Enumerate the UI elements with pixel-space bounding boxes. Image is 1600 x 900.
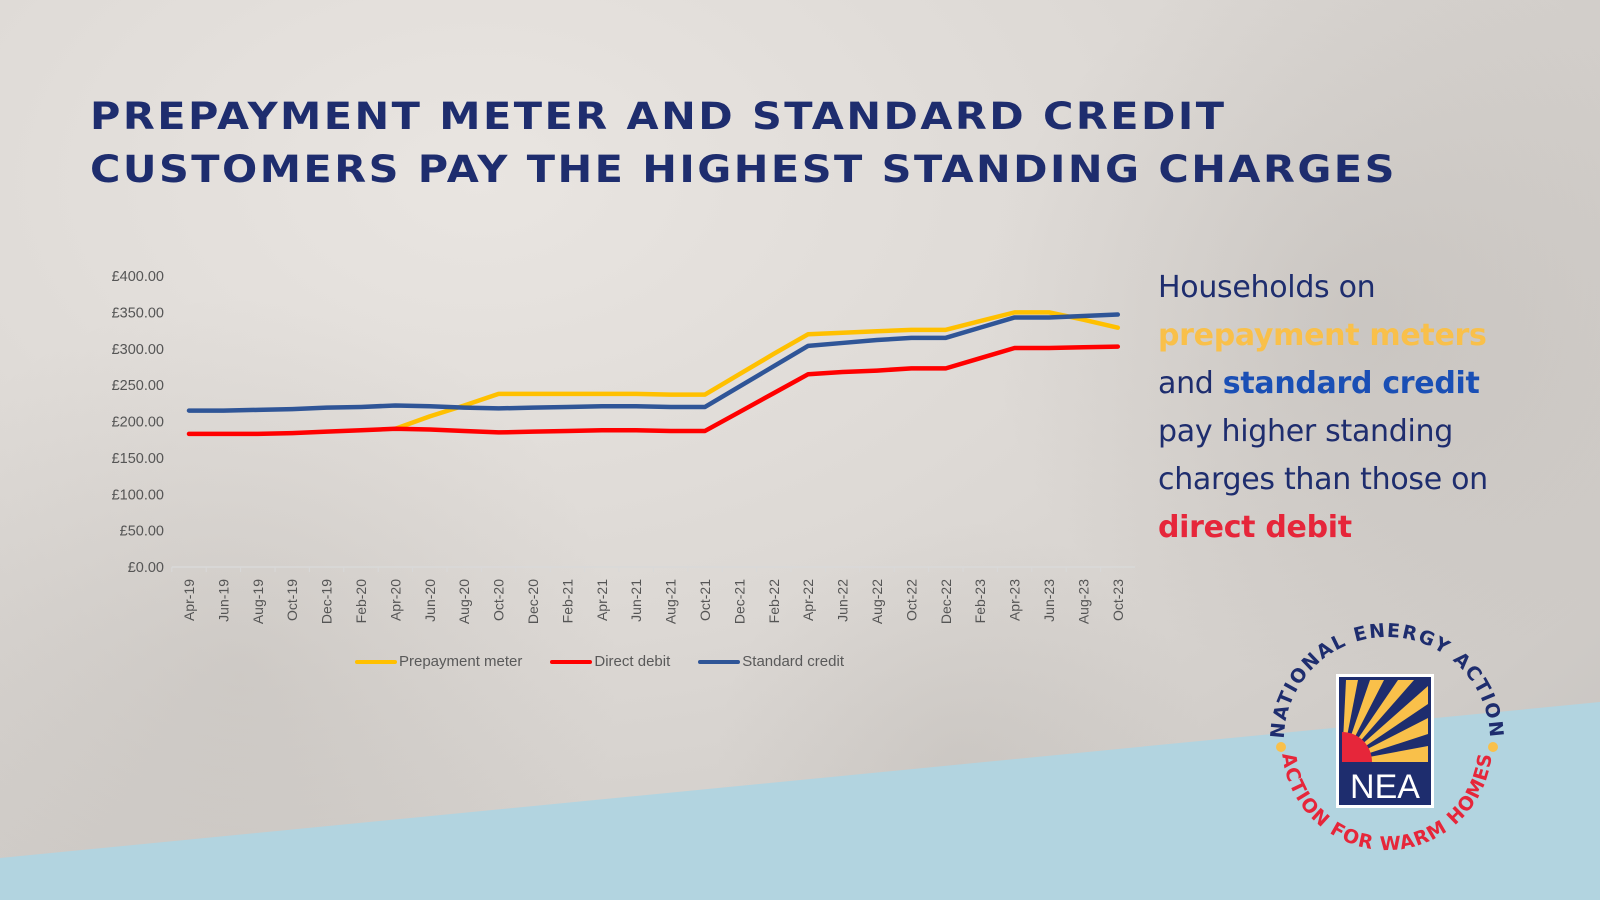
summary-line-1: Households on: [1158, 270, 1376, 305]
x-tick-label: Oct-22: [903, 579, 919, 621]
y-tick-label: £350.00: [112, 305, 164, 321]
summary-line-4: pay higher standing: [1158, 414, 1453, 449]
summary-line-3: and standard credit: [1158, 360, 1578, 408]
x-tick-label: Apr-22: [800, 579, 816, 621]
series-line-standard-credit: [186, 312, 1121, 413]
y-tick-label: £150.00: [112, 451, 164, 467]
y-tick-label: £400.00: [112, 269, 164, 285]
y-tick-label: £200.00: [112, 415, 164, 431]
x-tick-label: Dec-20: [525, 579, 541, 624]
sun-icon: NEA: [1336, 674, 1434, 808]
x-tick-label: Feb-21: [559, 579, 575, 624]
x-tick-label: Oct-19: [284, 579, 300, 621]
x-tick-label: Apr-20: [387, 579, 403, 621]
legend-swatch-direct-debit: [550, 659, 593, 664]
logo-badge-text: NEA: [1350, 768, 1420, 806]
legend-item-prepayment: Prepayment meter: [355, 653, 522, 670]
legend-label: Prepayment meter: [399, 653, 523, 670]
logo-dot-left: [1276, 742, 1286, 752]
legend-item-direct-debit: Direct debit: [550, 653, 670, 670]
highlight-standard-credit: standard credit: [1222, 366, 1480, 401]
x-tick-label: Dec-19: [319, 579, 335, 624]
x-tick-label: Aug-19: [250, 579, 266, 624]
legend-item-standard-credit: Standard credit: [698, 653, 844, 670]
series-line-prepayment-meter: [393, 310, 1121, 432]
title-line-2: customers pay the highest standing charg…: [90, 148, 1397, 191]
x-tick-label: Jun-22: [835, 579, 851, 622]
x-axis: Apr-19 Jun-19 Aug-19 Oct-19 Dec-19 Feb-20 Apr-…: [171, 566, 1135, 624]
y-tick-label: £300.00: [112, 342, 164, 358]
x-tick-label: Aug-22: [869, 579, 885, 624]
x-tick-label: Feb-22: [766, 579, 782, 624]
summary-text: Households on prepayment meters and stan…: [1158, 264, 1578, 552]
x-tick-label: Jun-23: [1041, 579, 1057, 622]
x-tick-label: Apr-21: [594, 579, 610, 621]
series-line-direct-debit: [186, 344, 1121, 437]
x-tick-label: Apr-23: [1007, 579, 1023, 621]
summary-line-5: charges than those on: [1158, 462, 1488, 497]
x-tick-label: Aug-20: [456, 579, 472, 624]
legend-label: Direct debit: [594, 653, 671, 670]
x-tick-label: Aug-21: [663, 579, 679, 624]
y-axis: £0.00 £50.00 £100.00 £150.00 £200.00 £250.00 £…: [112, 269, 164, 576]
legend-label: Standard credit: [742, 653, 844, 670]
page-title: Prepayment meter and standard credit cus…: [90, 90, 1397, 196]
x-tick-label: Oct-23: [1110, 579, 1126, 621]
x-tick-label: Jun-21: [628, 579, 644, 622]
x-tick-label: Aug-23: [1075, 579, 1091, 624]
x-tick-label: Oct-21: [697, 579, 713, 621]
logo-dot-right: [1488, 742, 1498, 752]
legend-swatch-standard-credit: [698, 659, 741, 664]
highlight-prepayment: prepayment meters: [1158, 318, 1487, 353]
y-tick-label: £100.00: [112, 487, 164, 503]
chart-lines: [186, 310, 1121, 437]
y-tick-label: £50.00: [120, 524, 164, 540]
x-tick-label: Jun-19: [215, 579, 231, 622]
y-tick-label: £250.00: [112, 378, 164, 394]
title-line-1: Prepayment meter and standard credit: [90, 95, 1227, 138]
x-tick-label: Apr-19: [181, 579, 197, 621]
legend-swatch-prepayment: [355, 659, 397, 664]
x-tick-label: Dec-22: [938, 579, 954, 624]
x-tick-label: Oct-20: [491, 579, 507, 621]
x-tick-label: Feb-20: [353, 579, 369, 624]
summary-and: and: [1158, 366, 1223, 401]
y-tick-label: £0.00: [128, 560, 164, 576]
x-tick-label: Feb-23: [972, 579, 988, 624]
highlight-direct-debit: direct debit: [1158, 510, 1352, 545]
x-tick-label: Dec-21: [731, 579, 747, 624]
x-tick-label: Jun-20: [422, 579, 438, 622]
chart-legend: Prepayment meter Direct debit Standard c…: [355, 653, 844, 670]
nea-logo: NATIONAL ENERGY ACTION ACTION FOR WARM H…: [1267, 620, 1506, 855]
